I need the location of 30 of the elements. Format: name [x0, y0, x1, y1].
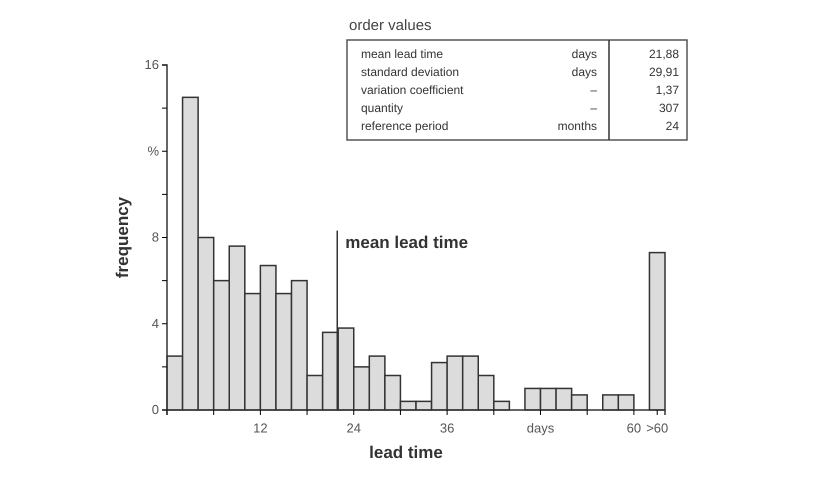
x-axis-title: lead time: [369, 443, 443, 462]
text: 24: [666, 119, 680, 133]
text: 21,88: [648, 47, 680, 61]
annotation: months: [558, 119, 597, 133]
ref-line-label: mean lead time: [345, 232, 468, 252]
annotation: 307: [658, 101, 680, 115]
y-tick-label: %: [147, 143, 160, 158]
x-tick-label: >60: [646, 420, 668, 436]
annotation: –: [590, 83, 598, 97]
annotation: 1,37: [656, 83, 680, 97]
annotation: days: [572, 65, 597, 79]
x-tick-label: 60: [626, 420, 642, 436]
x-tick-label: 36: [440, 420, 454, 436]
annotation: standard deviation: [361, 65, 460, 79]
y-tick-label: 8: [152, 230, 159, 245]
x-tick-label: days: [526, 420, 555, 436]
annotation: 29,91: [648, 65, 680, 79]
annotation: –: [590, 101, 598, 115]
y-tick-label: 4: [152, 316, 159, 331]
text: days: [572, 47, 597, 61]
y-axis-title: frequency: [113, 196, 132, 278]
annotation: quantity: [361, 101, 404, 115]
x-tick-label: 12: [253, 420, 268, 436]
text: order values: [349, 17, 432, 34]
text: mean lead time: [361, 47, 444, 61]
x-tick-label: 24: [346, 420, 361, 436]
y-tick-label: 16: [144, 57, 159, 72]
annotation: reference period: [361, 119, 448, 133]
annotation: variation coefficient: [361, 83, 464, 97]
y-tick-label: 0: [152, 402, 159, 418]
